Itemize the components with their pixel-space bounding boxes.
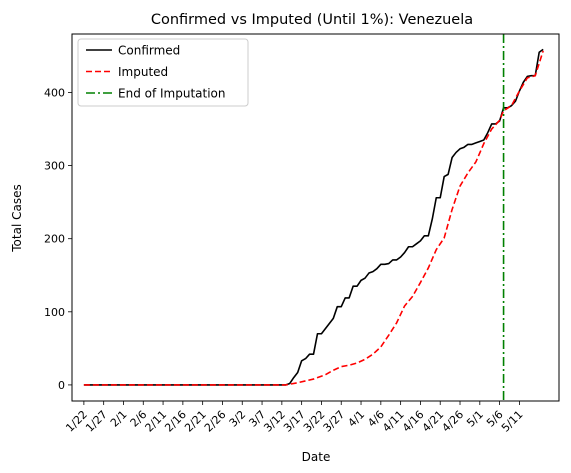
x-tick-label: 3/2 [227,408,249,430]
y-tick-label: 100 [44,306,65,319]
y-axis-label: Total Cases [10,184,24,252]
y-tick-label: 300 [44,160,65,173]
x-tick-label: 5/1 [464,408,486,430]
x-tick-label: 4/1 [345,408,367,430]
legend-frame [77,38,249,107]
x-tick-label: 1/27 [83,408,110,435]
legend-label: Confirmed [118,44,180,58]
chart-title: Confirmed vs Imputed (Until 1%): Venezue… [151,12,473,28]
plot-frame [71,33,560,402]
legend: Confirmed Imputed End of Imputation [77,38,249,107]
legend-label: End of Imputation [118,87,226,101]
y-tick-label: 200 [44,233,65,246]
x-tick-label: 2/1 [108,408,130,430]
x-tick-label: 3/27 [321,408,348,435]
x-tick-label: 4/26 [439,408,466,435]
x-axis-label: Date [302,450,331,464]
series-line-imputed [83,50,544,386]
y-tick-label: 400 [44,86,65,99]
legend-label: Imputed [118,65,168,79]
x-tick-label: 2/26 [202,408,229,435]
y-tick-label: 0 [58,379,65,392]
axis-ticks: 01002003004001/221/272/12/62/112/162/212… [44,86,526,434]
x-tick-label: 5/11 [499,408,526,435]
